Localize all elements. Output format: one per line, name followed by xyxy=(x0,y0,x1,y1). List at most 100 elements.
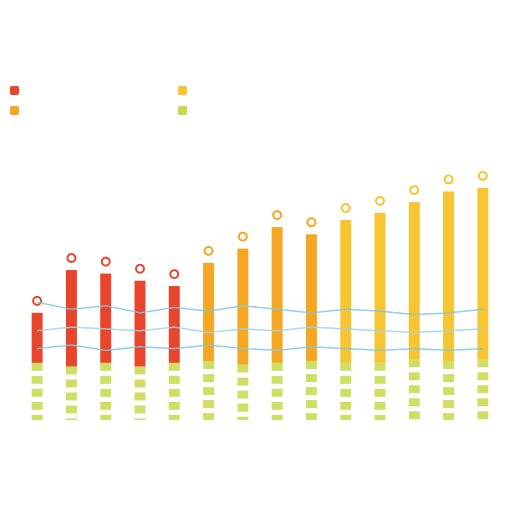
bar-segment xyxy=(100,388,112,397)
bar-marker xyxy=(340,203,351,213)
bar-segment xyxy=(168,388,180,397)
bar-marker xyxy=(66,253,77,263)
bar-segment xyxy=(134,418,146,420)
bar xyxy=(374,212,386,363)
bar-segment xyxy=(31,401,43,410)
bar-segment xyxy=(100,375,112,384)
series-line xyxy=(37,326,483,334)
bar-segment xyxy=(305,387,317,396)
bar-marker xyxy=(306,217,317,228)
bar-segment xyxy=(271,375,283,384)
bar-segment xyxy=(443,361,455,370)
bar-segment xyxy=(203,413,215,420)
bar-segment xyxy=(237,416,249,420)
bar-segment xyxy=(477,411,489,420)
bar xyxy=(134,280,146,367)
bar-segment xyxy=(408,385,420,394)
bar-segment xyxy=(271,414,283,420)
bar xyxy=(305,234,317,362)
bar-segment xyxy=(477,398,489,407)
bar-segment xyxy=(31,388,43,397)
bar xyxy=(271,227,283,363)
bar-segment xyxy=(340,414,352,420)
bar-segment xyxy=(168,362,180,371)
bar-segment xyxy=(237,377,249,386)
bar xyxy=(340,220,352,363)
bar-segment xyxy=(271,401,283,410)
bar-segment xyxy=(305,400,317,409)
bar-marker xyxy=(409,185,420,196)
bar-segment xyxy=(305,374,317,383)
bar-segment xyxy=(340,362,352,371)
bar-segment xyxy=(168,401,180,410)
legend-swatch xyxy=(178,106,187,115)
legend-item xyxy=(10,86,25,95)
bar-segment xyxy=(374,375,386,384)
bar-segment xyxy=(65,405,77,414)
bar-segment xyxy=(134,405,146,414)
bar-segment xyxy=(203,400,215,409)
bar-marker xyxy=(237,231,248,242)
bar-marker xyxy=(32,295,43,306)
bar-marker xyxy=(272,210,283,221)
bar-segment xyxy=(408,411,420,420)
bar-marker xyxy=(135,263,145,274)
bar-segment xyxy=(408,372,420,381)
bar-segment xyxy=(65,392,77,401)
bar xyxy=(203,262,215,362)
series-line xyxy=(37,344,483,352)
bar xyxy=(65,270,77,367)
bar-segment xyxy=(203,361,215,370)
bar-segment xyxy=(477,385,489,394)
bar-segment xyxy=(340,375,352,384)
bar-marker xyxy=(477,170,488,181)
bar-segment xyxy=(443,400,455,409)
bar xyxy=(477,187,489,360)
bar-marker xyxy=(169,269,180,280)
bar xyxy=(443,191,455,362)
bar-segment xyxy=(100,401,112,410)
bar-segment xyxy=(237,364,249,373)
bar-segment xyxy=(443,413,455,420)
bar xyxy=(100,273,112,363)
bar-segment xyxy=(31,362,43,371)
bar-segment xyxy=(203,374,215,383)
bar-segment xyxy=(305,361,317,370)
bar-segment xyxy=(65,366,77,375)
bar-segment xyxy=(305,413,317,420)
bar-segment xyxy=(477,359,489,368)
legend-item xyxy=(178,86,193,95)
bar-segment xyxy=(408,398,420,407)
bar-segment xyxy=(340,401,352,410)
bar-segment xyxy=(374,362,386,371)
bar-segment xyxy=(203,387,215,396)
bar-marker xyxy=(100,256,111,267)
bar-segment xyxy=(168,414,180,420)
bar-segment xyxy=(31,375,43,384)
bar-segment xyxy=(31,414,43,420)
bar xyxy=(237,248,249,365)
bar-segment xyxy=(134,366,146,375)
bar-segment xyxy=(340,388,352,397)
bar-segment xyxy=(374,388,386,397)
legend-swatch xyxy=(10,106,19,115)
bar-marker xyxy=(375,195,385,206)
bar-segment xyxy=(443,387,455,396)
chart-legend xyxy=(0,86,512,166)
bar-segment xyxy=(100,362,112,371)
bar-segment xyxy=(374,414,386,420)
bar-segment xyxy=(237,403,249,412)
bar-segment xyxy=(134,392,146,401)
bar-segment xyxy=(100,414,112,420)
series-line xyxy=(36,301,483,316)
bar-segment xyxy=(477,372,489,381)
bar-marker xyxy=(203,245,214,256)
bar-marker xyxy=(443,174,454,185)
bar-segment xyxy=(443,374,455,383)
legend-swatch xyxy=(10,86,19,95)
bar-segment xyxy=(271,388,283,397)
bar xyxy=(31,312,43,363)
bar-segment xyxy=(271,362,283,371)
